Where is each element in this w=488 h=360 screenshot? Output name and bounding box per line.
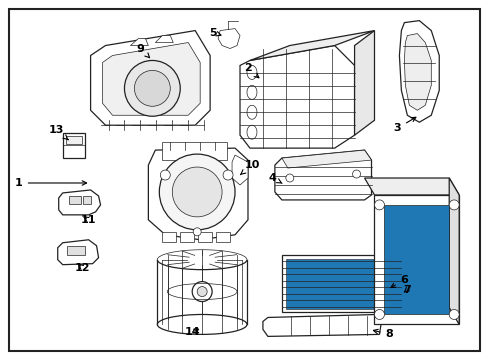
Text: 5: 5 xyxy=(209,28,221,37)
Bar xyxy=(62,133,84,158)
Text: 14: 14 xyxy=(184,327,200,337)
Circle shape xyxy=(448,310,458,319)
Polygon shape xyxy=(232,155,247,185)
Polygon shape xyxy=(399,21,438,122)
Polygon shape xyxy=(155,36,173,42)
Text: 4: 4 xyxy=(268,173,282,183)
Polygon shape xyxy=(448,178,458,324)
Text: 11: 11 xyxy=(81,215,96,225)
Text: 2: 2 xyxy=(244,63,258,78)
Text: 13: 13 xyxy=(49,125,68,140)
Polygon shape xyxy=(404,33,430,110)
Polygon shape xyxy=(102,42,200,115)
Polygon shape xyxy=(58,240,99,265)
Circle shape xyxy=(172,167,222,217)
Polygon shape xyxy=(364,178,458,195)
Bar xyxy=(66,246,84,255)
Bar xyxy=(281,255,401,312)
Text: 10: 10 xyxy=(240,160,259,175)
Polygon shape xyxy=(263,315,381,336)
Polygon shape xyxy=(130,39,148,45)
Polygon shape xyxy=(281,150,371,168)
Bar xyxy=(285,259,397,309)
Bar xyxy=(384,205,448,315)
Polygon shape xyxy=(216,232,229,242)
Circle shape xyxy=(448,200,458,210)
Polygon shape xyxy=(218,28,240,49)
Circle shape xyxy=(192,282,212,302)
Text: 6: 6 xyxy=(390,275,407,288)
Text: 7: 7 xyxy=(403,284,410,294)
Polygon shape xyxy=(198,232,212,242)
Bar xyxy=(65,136,81,144)
Circle shape xyxy=(197,287,207,297)
Circle shape xyxy=(124,60,180,116)
Polygon shape xyxy=(59,190,101,215)
Polygon shape xyxy=(162,232,176,242)
Circle shape xyxy=(352,170,360,178)
Polygon shape xyxy=(249,31,374,60)
Circle shape xyxy=(159,154,235,230)
Circle shape xyxy=(134,71,170,106)
Circle shape xyxy=(374,310,384,319)
Text: 3: 3 xyxy=(393,117,415,133)
Bar xyxy=(162,142,226,160)
Circle shape xyxy=(193,228,201,236)
Circle shape xyxy=(285,174,293,182)
Text: 8: 8 xyxy=(373,329,392,339)
Text: 9: 9 xyxy=(136,44,149,58)
Polygon shape xyxy=(148,148,247,240)
Polygon shape xyxy=(90,31,210,125)
Bar xyxy=(374,195,458,324)
Bar xyxy=(82,196,90,204)
Text: 12: 12 xyxy=(75,263,90,273)
Text: 1: 1 xyxy=(15,178,86,188)
Circle shape xyxy=(374,200,384,210)
Polygon shape xyxy=(240,45,354,148)
Circle shape xyxy=(160,170,170,180)
Polygon shape xyxy=(274,150,371,200)
Bar xyxy=(68,196,81,204)
Polygon shape xyxy=(180,232,194,242)
Polygon shape xyxy=(354,31,374,135)
Circle shape xyxy=(223,170,233,180)
